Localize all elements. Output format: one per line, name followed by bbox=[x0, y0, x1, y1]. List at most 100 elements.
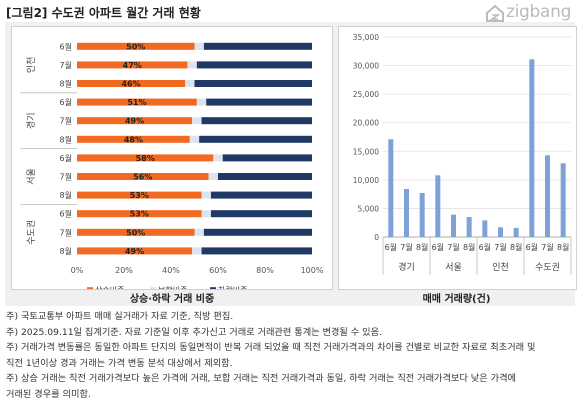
category-label: 8월 bbox=[557, 242, 569, 252]
data-label: 50% bbox=[126, 42, 145, 51]
category-label: 8월 bbox=[510, 242, 522, 252]
group-label: 인천 bbox=[492, 262, 509, 273]
category-label: 8월 bbox=[60, 246, 72, 256]
bar-segment-down bbox=[210, 210, 312, 218]
bar-segment-up bbox=[77, 173, 209, 180]
bar-segment-down bbox=[203, 228, 312, 236]
data-label: 47% bbox=[123, 61, 142, 70]
bar-segment-down bbox=[210, 191, 312, 199]
category-label: 7월 bbox=[541, 242, 553, 252]
volume-bar bbox=[560, 163, 566, 237]
category-label: 7월 bbox=[494, 242, 506, 252]
category-label: 7월 bbox=[60, 172, 72, 182]
bar-segment-flat bbox=[194, 42, 204, 50]
category-label: 6월 bbox=[526, 242, 538, 252]
category-label: 8월 bbox=[60, 79, 72, 89]
bar-segment-flat bbox=[196, 98, 207, 106]
category-label: 6월 bbox=[60, 97, 72, 107]
legend-label: 보합비중 bbox=[158, 286, 187, 289]
volume-bar bbox=[513, 227, 519, 237]
group-label: 경기 bbox=[398, 261, 415, 273]
y-tick-label: 15,000 bbox=[353, 147, 379, 156]
figure-frame: 0% 20% 40% 60% 80% 100% 인천 경기 서울 수도권 6월 50% 7월 47% 8월 4… bbox=[5, 22, 577, 306]
bar-segment-up bbox=[77, 61, 188, 69]
bar-segment-down bbox=[218, 173, 312, 180]
volume-bar bbox=[482, 220, 488, 237]
volume-bar bbox=[498, 227, 503, 237]
category-label: 7월 bbox=[60, 60, 72, 70]
bar-segment-up bbox=[77, 210, 202, 218]
category-label: 8월 bbox=[60, 190, 72, 200]
bar-segment-down bbox=[194, 80, 312, 87]
zigbang-logo: zigbang bbox=[484, 0, 576, 24]
x-tick-label: 0% bbox=[71, 266, 84, 275]
logo-text: zigbang bbox=[506, 2, 572, 22]
data-label: 49% bbox=[125, 117, 144, 126]
group-label: 인천 bbox=[26, 57, 37, 74]
data-label: 51% bbox=[127, 98, 146, 107]
bar-segment-down bbox=[199, 135, 312, 143]
category-label: 6월 bbox=[60, 41, 72, 51]
bar-segment-up bbox=[77, 135, 190, 143]
bar-segment-flat bbox=[194, 228, 204, 236]
category-label: 8월 bbox=[416, 242, 428, 252]
y-tick-label: 30,000 bbox=[353, 62, 379, 71]
bar-segment-flat bbox=[185, 80, 195, 87]
ratio-chart-panel: 0% 20% 40% 60% 80% 100% 인천 경기 서울 수도권 6월 50% 7월 47% 8월 4… bbox=[11, 26, 333, 295]
zigbang-logo-icon bbox=[486, 4, 504, 22]
group-label: 경기 bbox=[25, 112, 37, 129]
volume-bar bbox=[529, 59, 535, 238]
bar-segment-flat bbox=[192, 247, 202, 255]
legend-swatch bbox=[150, 287, 156, 294]
data-label: 58% bbox=[136, 154, 155, 163]
category-label: 7월 bbox=[60, 227, 72, 237]
bar-segment-down bbox=[196, 61, 312, 69]
category-label: 8월 bbox=[463, 242, 475, 252]
category-label: 6월 bbox=[60, 153, 72, 163]
bar-segment-down bbox=[201, 117, 312, 125]
group-label: 서울 bbox=[26, 168, 37, 185]
x-tick-label: 100% bbox=[301, 266, 324, 275]
group-label: 수도권 bbox=[25, 220, 37, 245]
legend-label: 하락비중 bbox=[218, 285, 247, 289]
footnote: 직전 1년이상 경과 거래는 가격 변동 분석 대상에서 제외함. bbox=[6, 357, 233, 369]
volume-bar bbox=[466, 217, 472, 237]
y-tick-label: 20,000 bbox=[353, 119, 379, 128]
bar-segment-flat bbox=[187, 61, 197, 69]
bar-segment-down bbox=[203, 42, 312, 50]
bar-segment-up bbox=[77, 191, 202, 199]
data-label: 53% bbox=[130, 210, 149, 219]
category-label: 6월 bbox=[432, 242, 444, 252]
legend-swatch bbox=[87, 287, 93, 294]
y-tick-label: 5,000 bbox=[358, 204, 380, 213]
bar-segment-up bbox=[77, 228, 195, 236]
data-label: 49% bbox=[125, 247, 144, 256]
category-label: 6월 bbox=[60, 209, 72, 219]
group-label: 서울 bbox=[445, 262, 462, 273]
x-tick-label: 80% bbox=[256, 266, 274, 275]
x-tick-label: 20% bbox=[115, 266, 133, 275]
group-label: 수도권 bbox=[535, 261, 560, 273]
bar-segment-up bbox=[77, 80, 186, 87]
footnote: 거래된 경우를 의미함. bbox=[6, 388, 91, 400]
data-label: 56% bbox=[133, 173, 152, 182]
x-tick-label: 60% bbox=[209, 266, 227, 275]
footnote: 주) 상승 거래는 직전 거래가격보다 높은 가격에 거래, 보합 거래는 직전… bbox=[6, 373, 516, 384]
bar-segment-up bbox=[77, 247, 193, 255]
figure-title: [그림2] 수도권 아파트 월간 거래 현황 bbox=[6, 6, 201, 20]
bar-segment-flat bbox=[201, 191, 211, 199]
category-label: 6월 bbox=[479, 242, 491, 252]
volume-bar bbox=[388, 139, 394, 237]
legend-label: 상승비중 bbox=[95, 285, 124, 289]
volume-chart: 0 5,000 10,000 15,000 20,000 25,000 30,000 35,0… bbox=[353, 33, 572, 275]
bar-segment-up bbox=[77, 154, 214, 162]
volume-bar bbox=[419, 193, 425, 237]
bar-segment-up bbox=[77, 98, 197, 106]
bar-segment-up bbox=[77, 117, 193, 125]
category-label: 6월 bbox=[385, 242, 397, 252]
y-tick-label: 0 bbox=[374, 233, 379, 242]
data-label: 50% bbox=[126, 228, 145, 237]
volume-bar bbox=[451, 214, 456, 237]
bar-segment-up bbox=[77, 42, 195, 50]
